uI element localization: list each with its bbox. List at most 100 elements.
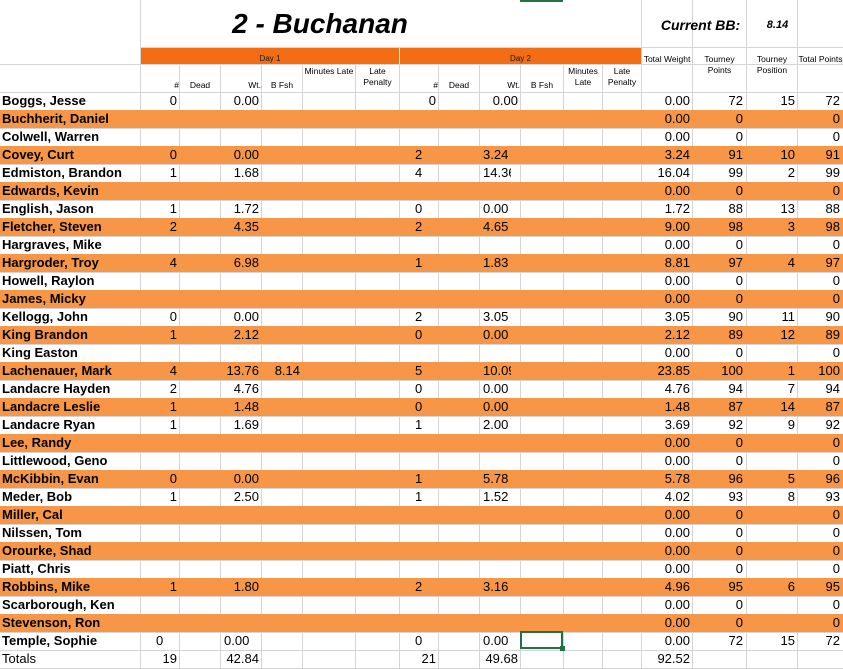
tourney-points-cell[interactable]: 0	[735, 453, 743, 468]
d2-count-cell[interactable]: 0	[428, 93, 436, 108]
d2-weight-cell[interactable]: 3.24	[483, 147, 509, 162]
d1-weight-cell[interactable]	[221, 560, 259, 578]
total-points-cell[interactable]: 96	[825, 471, 840, 486]
angler-name[interactable]: Orourke, Shad	[2, 543, 92, 558]
angler-name[interactable]: Lachenauer, Mark	[2, 363, 112, 378]
d1-count-cell[interactable]	[141, 272, 177, 290]
total-weight-cell[interactable]: 3.24	[664, 147, 690, 162]
total-points-cell[interactable]: 0	[832, 237, 840, 252]
d2-weight-cell[interactable]	[480, 182, 518, 200]
tourney-position-cell[interactable]: 15	[780, 93, 795, 108]
angler-name[interactable]: Landacre Leslie	[2, 399, 101, 414]
d1-big-fish-cell[interactable]	[262, 506, 300, 524]
total-weight-cell[interactable]: 0.00	[664, 543, 690, 558]
tourney-position-cell[interactable]	[747, 614, 795, 632]
total-points-cell[interactable]: 99	[825, 165, 840, 180]
tourney-position-cell[interactable]	[747, 236, 795, 254]
total-points-cell[interactable]: 0	[832, 525, 840, 540]
tourney-position-cell[interactable]	[747, 128, 795, 146]
total-points-cell[interactable]: 90	[825, 309, 840, 324]
total-weight-cell[interactable]: 0.00	[664, 453, 690, 468]
d1-count-cell[interactable]: 0	[169, 93, 177, 108]
d1-weight-cell[interactable]	[221, 290, 259, 308]
d1-count-cell[interactable]: 1	[169, 165, 177, 180]
d2-weight-cell[interactable]	[480, 128, 518, 146]
tourney-position-cell[interactable]	[747, 506, 795, 524]
d2-count-cell[interactable]: 2	[415, 147, 423, 162]
total-points-cell[interactable]: 93	[825, 489, 840, 504]
angler-name[interactable]: James, Micky	[2, 291, 86, 306]
totals-total-weight[interactable]: 92.52	[657, 651, 690, 666]
d1-count-cell[interactable]	[141, 128, 177, 146]
d1-weight-cell[interactable]	[221, 452, 259, 470]
d2-count-cell[interactable]	[400, 524, 436, 542]
total-points-cell[interactable]: 0	[832, 273, 840, 288]
d2-weight-cell[interactable]: 0.00	[483, 327, 509, 342]
angler-name[interactable]: English, Jason	[2, 201, 94, 216]
angler-name[interactable]: Kellogg, John	[2, 309, 88, 324]
d2-weight-cell[interactable]	[480, 434, 518, 452]
tourney-position-cell[interactable]: 2	[787, 165, 795, 180]
d2-weight-cell[interactable]: 0.00	[483, 633, 509, 648]
tourney-position-cell[interactable]: 7	[787, 381, 795, 396]
d2-count-cell[interactable]	[400, 560, 436, 578]
d2-weight-cell[interactable]: 3.16	[483, 579, 509, 594]
d1-count-cell[interactable]	[141, 524, 177, 542]
tourney-points-cell[interactable]: 0	[735, 561, 743, 576]
angler-name[interactable]: Howell, Raylon	[2, 273, 95, 288]
total-points-cell[interactable]: 97	[825, 255, 840, 270]
total-points-cell[interactable]: 0	[832, 561, 840, 576]
tourney-points-cell[interactable]: 0	[735, 183, 743, 198]
d2-weight-cell[interactable]	[480, 236, 518, 254]
d2-weight-cell[interactable]: 1.52	[483, 489, 509, 504]
d1-weight-cell[interactable]: 2.50	[233, 489, 259, 504]
d2-weight-cell[interactable]	[480, 560, 518, 578]
d1-big-fish-cell[interactable]	[262, 200, 300, 218]
angler-name[interactable]: Fletcher, Steven	[2, 219, 102, 234]
tourney-points-cell[interactable]: 94	[728, 381, 743, 396]
total-points-cell[interactable]: 0	[832, 111, 840, 126]
total-weight-cell[interactable]: 2.12	[664, 327, 690, 342]
total-weight-cell[interactable]: 3.69	[664, 417, 690, 432]
d2-weight-cell[interactable]: 10.09	[483, 363, 511, 378]
angler-name[interactable]: Covey, Curt	[2, 147, 74, 162]
tourney-position-cell[interactable]: 15	[780, 633, 795, 648]
tourney-points-cell[interactable]: 72	[728, 93, 743, 108]
d1-count-cell[interactable]: 2	[169, 381, 177, 396]
d2-count-cell[interactable]: 5	[415, 363, 423, 378]
totals-d1-weight[interactable]: 42.84	[226, 651, 259, 666]
total-weight-cell[interactable]: 0.00	[664, 129, 690, 144]
d2-weight-cell[interactable]: 4.65	[483, 219, 509, 234]
d1-big-fish-cell[interactable]	[262, 236, 300, 254]
d1-count-cell[interactable]	[141, 596, 177, 614]
current-bb-value[interactable]: 8.14	[766, 19, 789, 31]
tourney-points-cell[interactable]: 98	[728, 219, 743, 234]
tourney-position-cell[interactable]: 12	[780, 327, 795, 342]
d2-weight-cell[interactable]	[480, 110, 518, 128]
tourney-points-cell[interactable]: 97	[728, 255, 743, 270]
d2-weight-cell[interactable]	[480, 344, 518, 362]
tourney-points-cell[interactable]: 0	[735, 615, 743, 630]
d1-weight-cell[interactable]: 1.72	[233, 201, 259, 216]
d1-weight-cell[interactable]: 0.00	[233, 93, 259, 108]
tourney-points-cell[interactable]: 88	[728, 201, 743, 216]
total-weight-cell[interactable]: 23.85	[657, 363, 690, 378]
tourney-points-cell[interactable]: 92	[728, 417, 743, 432]
d2-count-cell[interactable]: 1	[415, 417, 423, 432]
d2-weight-cell[interactable]: 5.78	[483, 471, 509, 486]
angler-name[interactable]: Landacre Hayden	[2, 381, 111, 396]
tourney-points-cell[interactable]: 0	[735, 291, 743, 306]
angler-name[interactable]: Meder, Bob	[2, 489, 73, 504]
d1-big-fish-cell[interactable]	[262, 218, 300, 236]
d1-big-fish-cell[interactable]	[262, 416, 300, 434]
total-points-cell[interactable]: 0	[832, 345, 840, 360]
d1-weight-cell[interactable]	[221, 236, 259, 254]
d2-count-cell[interactable]: 0	[415, 399, 423, 414]
tourney-position-cell[interactable]	[747, 542, 795, 560]
total-weight-cell[interactable]: 16.04	[657, 165, 690, 180]
angler-name[interactable]: Littlewood, Geno	[2, 453, 108, 468]
d1-count-cell[interactable]	[141, 236, 177, 254]
d1-big-fish-cell[interactable]	[262, 146, 300, 164]
d1-count-cell[interactable]: 1	[169, 579, 177, 594]
d2-count-cell[interactable]: 2	[415, 219, 423, 234]
